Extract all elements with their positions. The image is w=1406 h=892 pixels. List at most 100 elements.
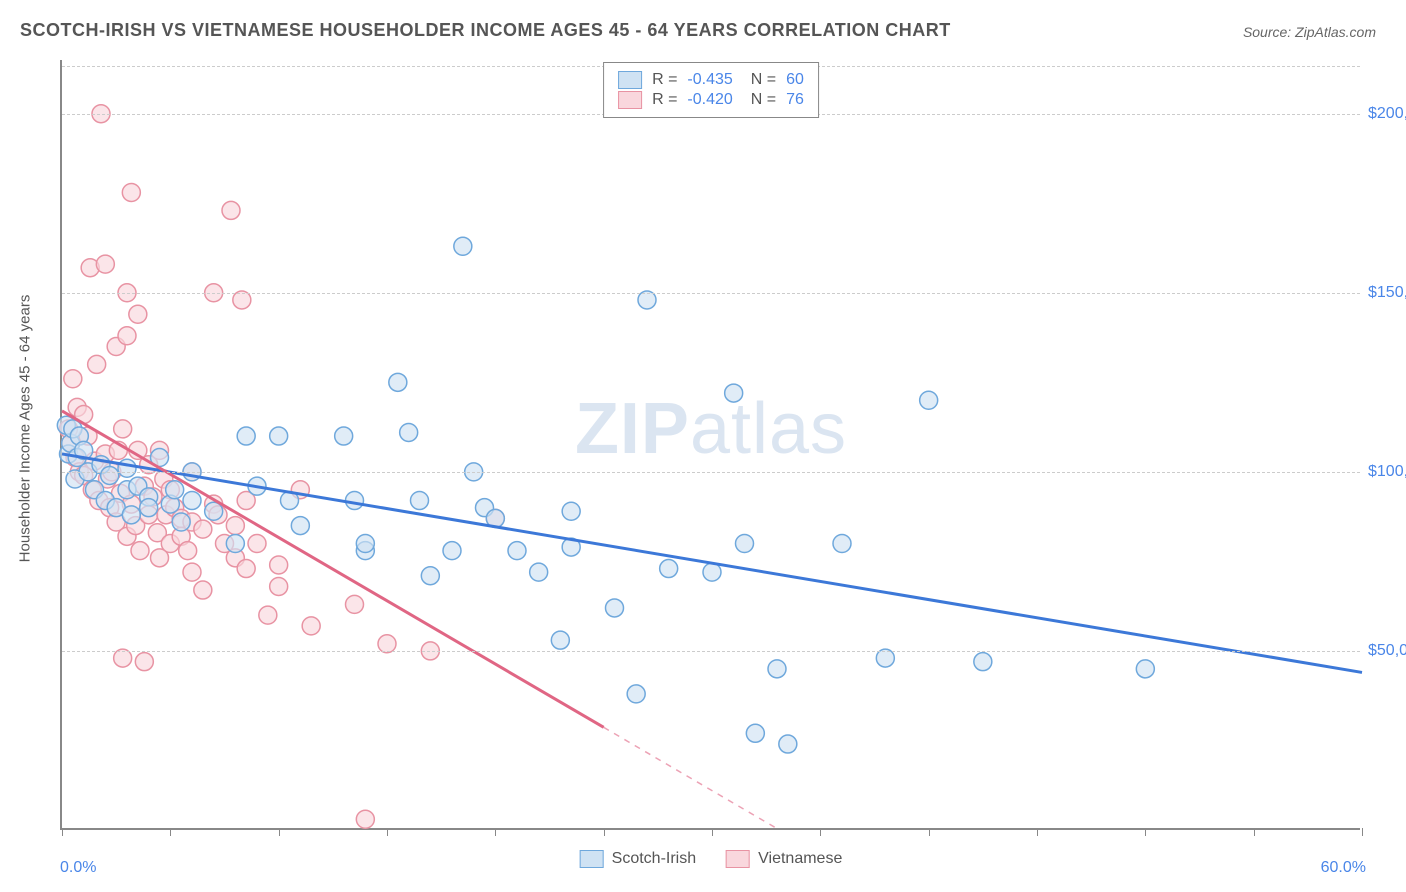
data-point <box>746 724 764 742</box>
data-point <box>118 327 136 345</box>
data-point <box>172 513 190 531</box>
data-point <box>660 560 678 578</box>
data-point <box>356 534 374 552</box>
trend-line <box>62 454 1362 672</box>
data-point <box>129 305 147 323</box>
xtick <box>387 828 388 836</box>
xtick <box>279 828 280 836</box>
data-point <box>833 534 851 552</box>
xtick <box>1362 828 1363 836</box>
data-point <box>302 617 320 635</box>
data-point <box>768 660 786 678</box>
data-point <box>606 599 624 617</box>
data-point <box>356 810 374 828</box>
data-point <box>346 492 364 510</box>
gridline <box>62 293 1360 294</box>
xtick <box>712 828 713 836</box>
data-point <box>920 391 938 409</box>
data-point <box>194 581 212 599</box>
data-point <box>411 492 429 510</box>
data-point <box>551 631 569 649</box>
legend-swatch-2 <box>726 850 750 868</box>
n-label: N = <box>751 91 776 109</box>
legend-correlation: R = -0.435 N = 60 R = -0.420 N = 76 <box>603 62 819 118</box>
xtick <box>62 828 63 836</box>
xtick <box>604 828 605 836</box>
ytick-label: $200,000 <box>1368 105 1406 123</box>
legend-row-2: R = -0.420 N = 76 <box>618 91 804 109</box>
data-point <box>194 520 212 538</box>
data-point <box>64 370 82 388</box>
data-point <box>703 563 721 581</box>
data-point <box>166 481 184 499</box>
data-point <box>226 517 244 535</box>
data-point <box>508 542 526 560</box>
data-point <box>259 606 277 624</box>
gridline <box>62 651 1360 652</box>
chart-title: SCOTCH-IRISH VS VIETNAMESE HOUSEHOLDER I… <box>20 20 951 41</box>
plot-svg <box>62 60 1360 828</box>
data-point <box>135 653 153 671</box>
n-label: N = <box>751 71 776 89</box>
data-point <box>736 534 754 552</box>
data-point <box>122 506 140 524</box>
legend-swatch-2 <box>618 91 642 109</box>
data-point <box>237 427 255 445</box>
data-point <box>183 563 201 581</box>
xtick <box>1037 828 1038 836</box>
r-label: R = <box>652 71 677 89</box>
data-point <box>389 373 407 391</box>
plot-area: ZIPatlas R = -0.435 N = 60 R = -0.420 N … <box>60 60 1360 830</box>
data-point <box>974 653 992 671</box>
xtick <box>170 828 171 836</box>
data-point <box>627 685 645 703</box>
xtick <box>1145 828 1146 836</box>
legend-series: Scotch-Irish Vietnamese <box>580 850 843 868</box>
legend-label-1: Scotch-Irish <box>612 850 696 868</box>
data-point <box>291 517 309 535</box>
n-value-1: 60 <box>786 71 804 89</box>
n-value-2: 76 <box>786 91 804 109</box>
ytick-label: $150,000 <box>1368 284 1406 302</box>
data-point <box>179 542 197 560</box>
xtick <box>929 828 930 836</box>
data-point <box>454 237 472 255</box>
data-point <box>118 459 136 477</box>
data-point <box>725 384 743 402</box>
gridline <box>62 472 1360 473</box>
trend-line <box>62 411 604 727</box>
data-point <box>270 556 288 574</box>
yaxis-title: Householder Income Ages 45 - 64 years <box>17 295 34 563</box>
data-point <box>443 542 461 560</box>
data-point <box>183 492 201 510</box>
ytick-label: $50,000 <box>1368 642 1406 660</box>
ytick-label: $100,000 <box>1368 463 1406 481</box>
data-point <box>270 427 288 445</box>
legend-row-1: R = -0.435 N = 60 <box>618 71 804 89</box>
xtick <box>495 828 496 836</box>
data-point <box>248 534 266 552</box>
data-point <box>270 577 288 595</box>
data-point <box>101 466 119 484</box>
xtick <box>820 828 821 836</box>
data-point <box>131 542 149 560</box>
xaxis-max-label: 60.0% <box>1321 859 1366 877</box>
legend-item-2: Vietnamese <box>726 850 842 868</box>
data-point <box>88 355 106 373</box>
xtick <box>1254 828 1255 836</box>
data-point <box>114 420 132 438</box>
legend-swatch-1 <box>618 71 642 89</box>
data-point <box>222 201 240 219</box>
r-value-2: -0.420 <box>687 91 732 109</box>
data-point <box>400 423 418 441</box>
data-point <box>140 499 158 517</box>
r-label: R = <box>652 91 677 109</box>
data-point <box>226 534 244 552</box>
data-point <box>562 502 580 520</box>
xaxis-min-label: 0.0% <box>60 859 96 877</box>
data-point <box>1136 660 1154 678</box>
data-point <box>335 427 353 445</box>
data-point <box>421 567 439 585</box>
source-label: Source: ZipAtlas.com <box>1243 24 1376 40</box>
legend-label-2: Vietnamese <box>758 850 842 868</box>
